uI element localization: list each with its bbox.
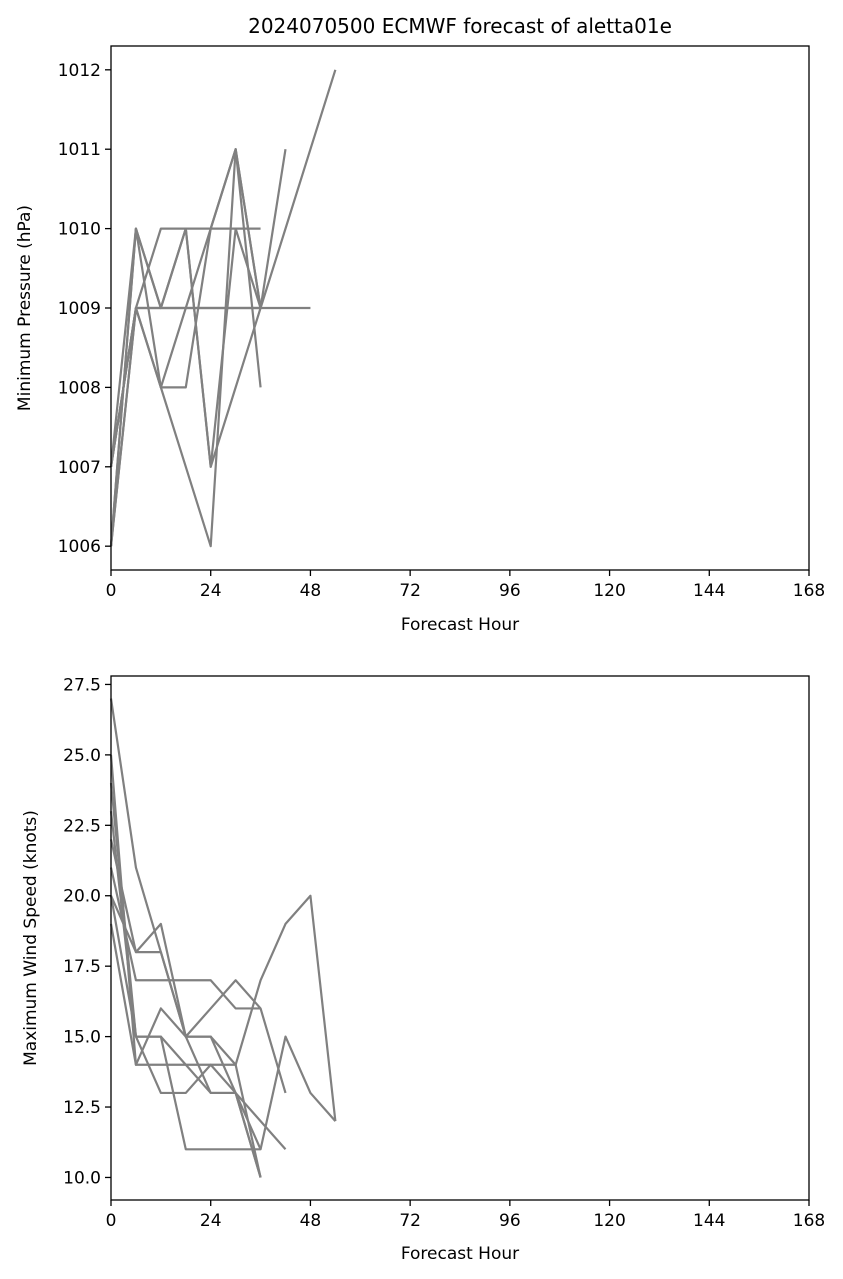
pressure-x-tick-label-6: 144: [693, 581, 725, 601]
wind-y-axis-label: Maximum Wind Speed (knots): [21, 810, 41, 1066]
pressure-x-tick-label-7: 168: [793, 581, 825, 601]
pressure-y-tick-label-5: 1011: [58, 140, 101, 160]
pressure-series-line-6: [109, 148, 262, 548]
wind-x-tick-label-2: 48: [300, 1211, 322, 1231]
wind-series-line-3: [109, 839, 287, 1094]
wind-y-tick-label-0: 10.0: [63, 1168, 101, 1188]
pressure-y-tick-label-1: 1007: [58, 458, 101, 478]
wind-plot-frame: [110, 675, 810, 1201]
pressure-x-tick-label-3: 72: [399, 581, 421, 601]
wind-x-tick-label-0: 0: [106, 1211, 117, 1231]
pressure-y-tick-label-0: 1006: [58, 537, 101, 557]
pressure-x-tick-label-2: 48: [300, 581, 322, 601]
pressure-x-tick-label-1: 24: [200, 581, 222, 601]
wind-y-tick-label-2: 15.0: [63, 1028, 101, 1048]
wind-y-tick-label-3: 17.5: [63, 957, 101, 977]
pressure-x-tick-label-0: 0: [106, 581, 117, 601]
pressure-x-axis-label: Forecast Hour: [401, 615, 519, 635]
wind-x-axis-label: Forecast Hour: [401, 1244, 519, 1264]
wind-series-line-8: [109, 811, 262, 1178]
pressure-y-axis-label: Minimum Pressure (hPa): [15, 205, 35, 411]
wind-x-tick-label-1: 24: [200, 1211, 222, 1231]
wind-series-group: [109, 698, 337, 1178]
pressure-chart-title: 2024070500 ECMWF forecast of aletta01e: [248, 14, 672, 38]
pressure-series-line-4: [109, 306, 311, 467]
wind-x-tick-label-7: 168: [793, 1211, 825, 1231]
wind-y-tick-label-4: 20.0: [63, 887, 101, 907]
pressure-chart: 2024070500 ECMWF forecast of aletta01e 0…: [15, 14, 825, 635]
pressure-x-tick-label-4: 96: [499, 581, 521, 601]
wind-x-tick-label-5: 120: [593, 1211, 625, 1231]
pressure-series-group: [109, 69, 337, 548]
pressure-y-tick-label-2: 1008: [58, 378, 101, 398]
wind-x-tick-label-6: 144: [693, 1211, 725, 1231]
pressure-y-tick-label-6: 1012: [58, 61, 101, 81]
pressure-y-tick-label-4: 1010: [58, 220, 101, 240]
pressure-x-ticks: 0 24 48 72 96 120 144 168: [106, 570, 825, 601]
wind-y-tick-label-6: 25.0: [63, 746, 101, 766]
wind-x-ticks: 0 24 48 72 96 120 144 168: [106, 1200, 825, 1231]
wind-y-ticks: 10.0 12.5 15.0 17.5 20.0 22.5 25.0 27.5: [63, 675, 111, 1188]
wind-x-tick-label-4: 96: [499, 1211, 521, 1231]
pressure-x-tick-label-5: 120: [593, 581, 625, 601]
wind-y-tick-label-5: 22.5: [63, 816, 101, 836]
pressure-series-line-7: [109, 227, 262, 468]
wind-chart: 0 24 48 72 96 120 144 168 10.0 12.5 15.0 17.5 20.0 2…: [21, 675, 825, 1264]
wind-series-line-4: [109, 867, 261, 1010]
wind-y-tick-label-1: 12.5: [63, 1098, 101, 1118]
pressure-y-tick-label-3: 1009: [58, 299, 101, 319]
wind-x-tick-label-3: 72: [399, 1211, 421, 1231]
pressure-y-ticks: 1006 1007 1008 1009 1010 1011 1012: [58, 61, 111, 557]
wind-y-tick-label-7: 27.5: [63, 675, 101, 695]
